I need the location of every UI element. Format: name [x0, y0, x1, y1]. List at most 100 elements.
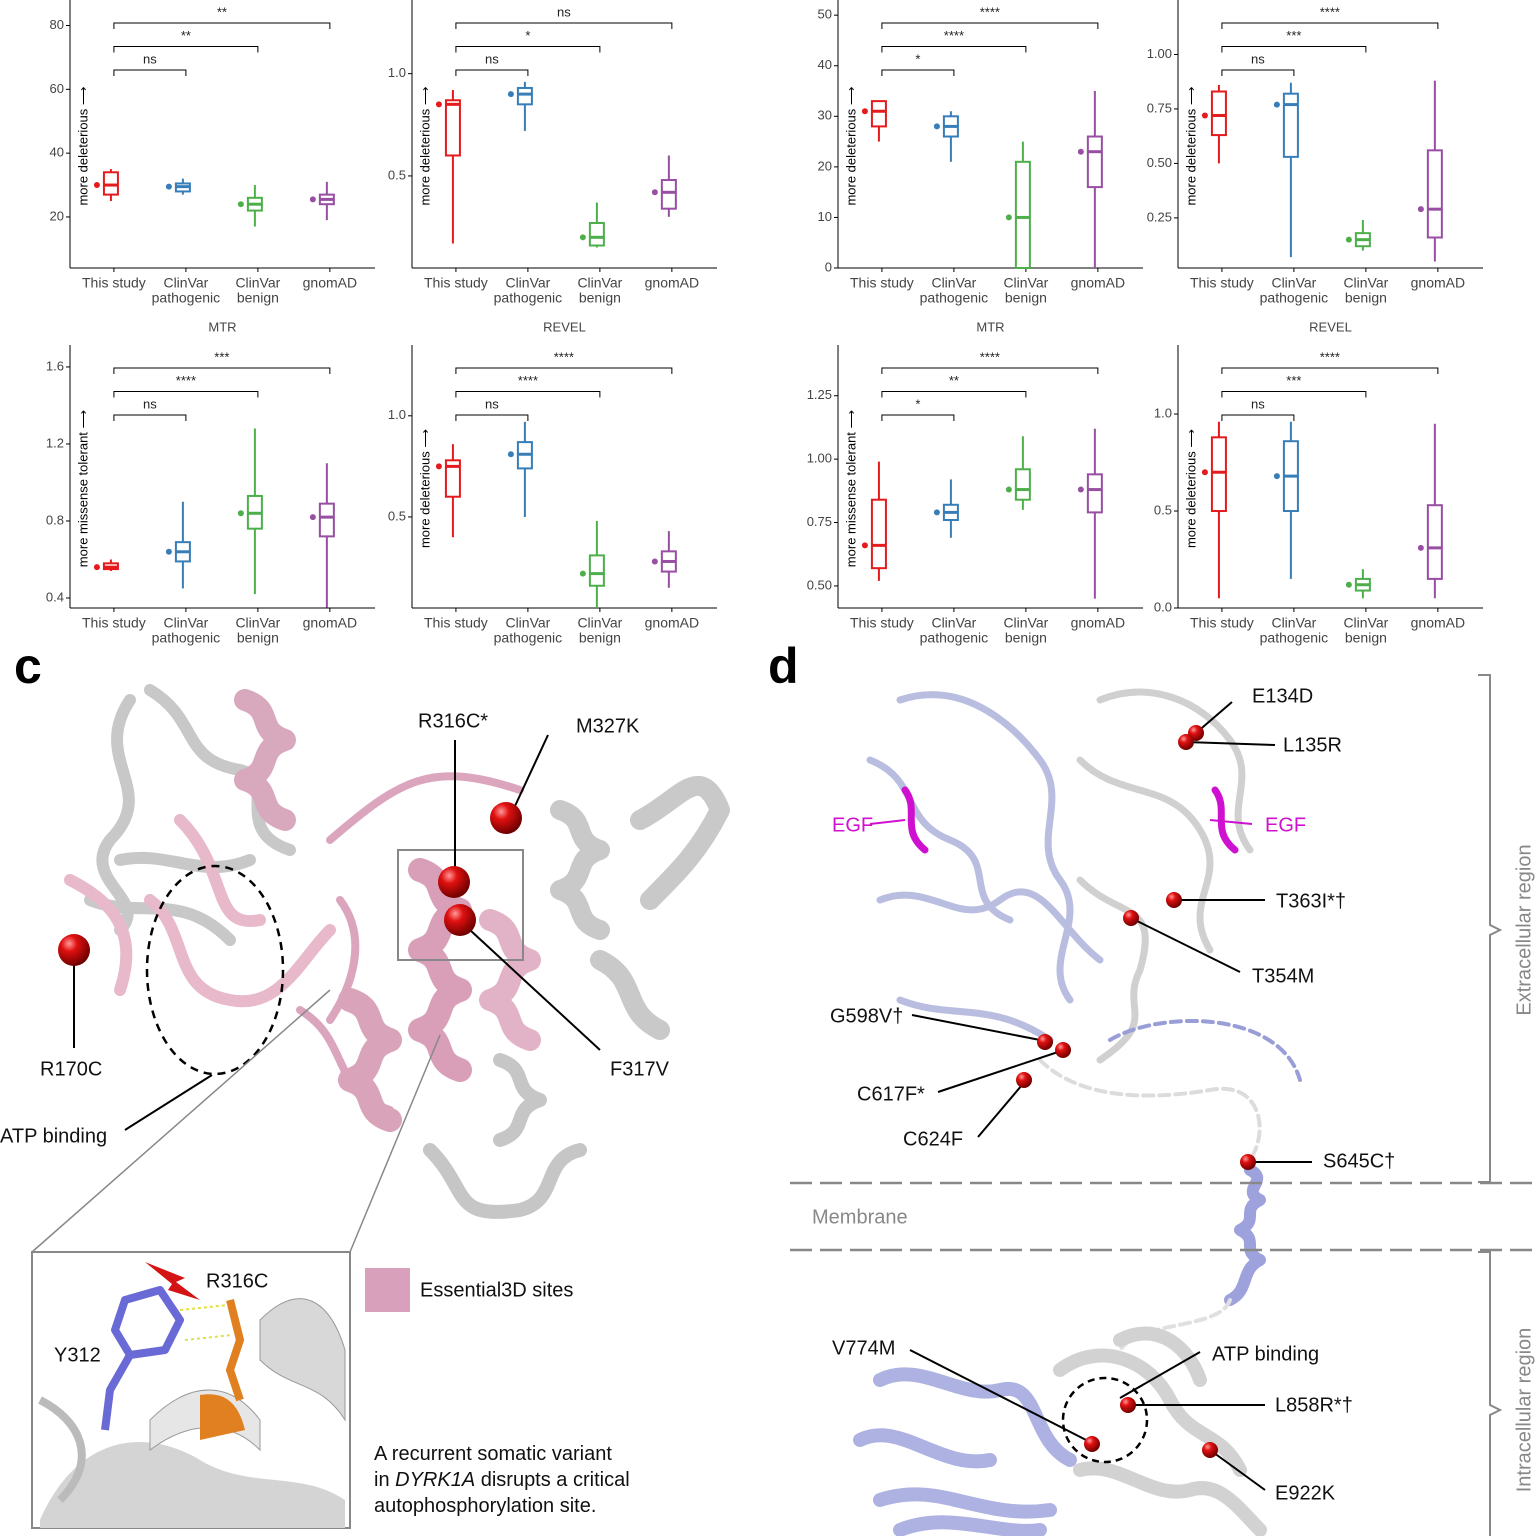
box	[444, 99, 461, 157]
box	[1086, 135, 1103, 189]
region-label: Extracellular region	[1513, 844, 1535, 1015]
y-tick-label: 1.2	[46, 435, 64, 450]
y-tick-label: 40	[818, 57, 832, 72]
significance-bracket	[1221, 367, 1439, 374]
box-color	[933, 509, 940, 516]
x-tick-label: pathogenic	[494, 630, 563, 646]
significance-label: ns	[143, 396, 157, 411]
atp-label: ATP binding	[1212, 1343, 1319, 1365]
site-label: G598V†	[830, 1005, 903, 1027]
site-label: E134D	[1252, 685, 1313, 707]
significance-label: ***	[1286, 28, 1301, 43]
significance-bracket	[113, 69, 187, 76]
significance-label: ****	[518, 373, 538, 388]
significance-label: ns	[1251, 51, 1265, 66]
x-tick-label: benign	[1005, 630, 1047, 646]
y-axis-label: more missense tolerant ⟶	[75, 410, 90, 567]
significance-bracket	[113, 391, 259, 398]
box-color	[579, 234, 586, 241]
x-tick-label: pathogenic	[920, 290, 989, 306]
significance-bracket	[113, 367, 331, 374]
x-tick-label: benign	[579, 290, 621, 306]
y-tick-label: 0.75	[807, 514, 832, 529]
box	[1086, 473, 1103, 514]
x-tick-label: ClinVar	[1003, 615, 1048, 631]
box-color	[1345, 581, 1352, 588]
y-tick-label: 0.50	[807, 577, 832, 592]
egf-label: EGF	[1265, 814, 1306, 836]
significance-label: ns	[557, 4, 571, 19]
y-tick-label: 1.25	[807, 387, 832, 402]
atp-label: ATP binding	[0, 1125, 107, 1147]
significance-label: ***	[214, 349, 229, 364]
site-label: L135R	[1283, 734, 1342, 756]
box	[516, 86, 533, 106]
chart-title: MTR	[208, 319, 236, 334]
significance-bracket	[881, 69, 955, 76]
significance-label: ns	[485, 396, 499, 411]
zoom-line	[349, 1034, 441, 1253]
box-color	[435, 101, 442, 108]
y-axis-label: more deleterious ⟶	[1183, 86, 1198, 205]
atp-site	[1061, 1376, 1149, 1464]
y-tick-label: 0	[825, 259, 832, 274]
significance-bracket	[113, 22, 331, 29]
x-tick-label: ClinVar	[505, 615, 550, 631]
significance-label: ****	[1320, 349, 1340, 364]
y-axis-label: more deleterious ⟶	[417, 429, 432, 548]
caption-text: DYRK1A	[395, 1469, 475, 1491]
significance-label: ns	[1251, 396, 1265, 411]
box-color	[1345, 236, 1352, 243]
x-tick-label: This study	[424, 275, 488, 291]
x-tick-label: This study	[82, 615, 146, 631]
box	[1014, 468, 1031, 501]
site-label: C624F	[903, 1128, 963, 1150]
region-label: Intracellular region	[1513, 1328, 1535, 1493]
x-tick-label: gnomAD	[1071, 615, 1125, 631]
significance-bracket	[455, 414, 529, 421]
x-tick-label: ClinVar	[1271, 275, 1316, 291]
y-tick-label: 0.4	[46, 589, 64, 604]
y-tick-label: 80	[50, 17, 64, 32]
panel-d: d E134D	[768, 638, 1536, 1536]
inset-label: Y312	[54, 1344, 101, 1366]
region-brace	[1478, 674, 1503, 1183]
box-color	[651, 189, 658, 196]
y-tick-label: 0.5	[388, 508, 406, 523]
atp-site	[145, 864, 285, 1076]
x-tick-label: benign	[1005, 290, 1047, 306]
significance-bracket	[1221, 46, 1367, 53]
box	[660, 179, 677, 210]
x-tick-label: benign	[579, 630, 621, 646]
y-tick-label: 0.8	[46, 512, 64, 527]
site-label: C617F*	[857, 1083, 925, 1105]
y-tick-label: 0.50	[1147, 155, 1172, 170]
significance-label: ns	[143, 51, 157, 66]
box	[444, 459, 461, 498]
y-axis-label: more missense tolerant ⟶	[843, 410, 858, 567]
box	[1210, 436, 1227, 513]
chart-title: REVEL	[543, 319, 586, 334]
x-tick-label: pathogenic	[1260, 630, 1329, 646]
site-label: T363I*†	[1276, 890, 1346, 912]
membrane-label: Membrane	[812, 1206, 908, 1228]
region-brace	[1478, 1251, 1503, 1536]
y-tick-label: 1.0	[388, 407, 406, 422]
x-tick-label: ClinVar	[163, 275, 208, 291]
x-tick-label: ClinVar	[235, 615, 280, 631]
box-color	[861, 108, 868, 115]
box-color	[933, 123, 940, 130]
significance-bracket	[455, 46, 601, 53]
y-tick-label: 50	[818, 7, 832, 22]
variant-sphere	[490, 802, 522, 834]
panel-label: c	[14, 638, 42, 694]
y-tick-label: 40	[50, 145, 64, 160]
significance-label: *	[915, 396, 920, 411]
box	[1014, 160, 1031, 270]
x-tick-label: This study	[82, 275, 146, 291]
significance-bracket	[1221, 22, 1439, 29]
inset	[31, 1251, 351, 1529]
significance-bracket	[881, 22, 1099, 29]
site-label: V774M	[832, 1337, 895, 1359]
